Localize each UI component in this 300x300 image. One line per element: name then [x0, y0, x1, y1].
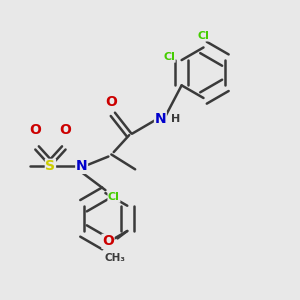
- Text: CH₃: CH₃: [105, 253, 126, 263]
- Text: Cl: Cl: [198, 31, 209, 41]
- Text: N: N: [76, 159, 88, 173]
- Text: Cl: Cl: [163, 52, 175, 62]
- Text: H: H: [171, 114, 180, 124]
- Text: O: O: [102, 234, 114, 248]
- Text: S: S: [45, 159, 56, 173]
- Text: O: O: [59, 123, 71, 137]
- Text: O: O: [30, 123, 41, 137]
- Text: O: O: [105, 95, 117, 109]
- Text: Cl: Cl: [108, 192, 120, 202]
- Text: N: N: [154, 112, 166, 126]
